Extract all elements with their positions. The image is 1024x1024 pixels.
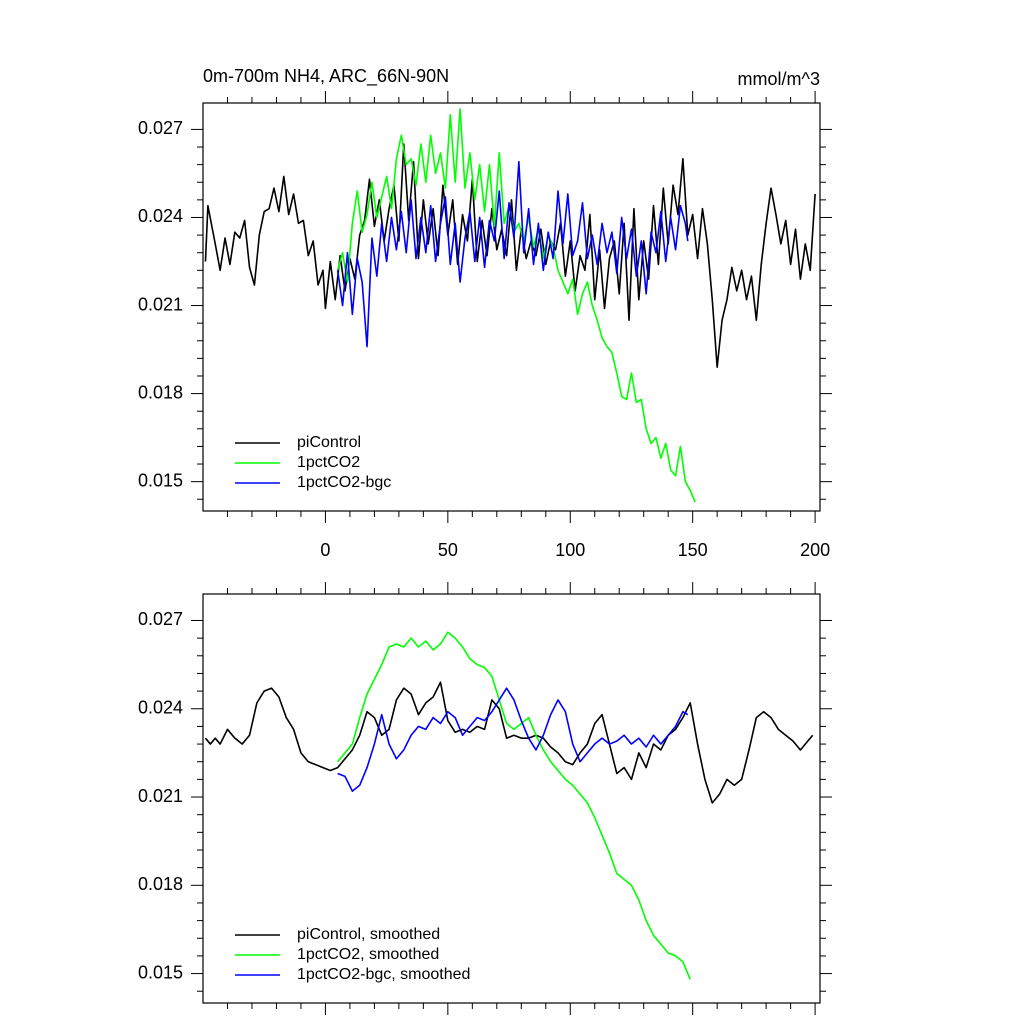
legend-label: 1pctCO2, smoothed	[297, 946, 439, 963]
chart-title: 0m-700m NH4, ARC_66N-90N	[203, 66, 449, 87]
y-tick-label: 0.018	[138, 382, 183, 402]
y-tick-label: 0.021	[138, 294, 183, 314]
series-line	[337, 687, 689, 792]
y-tick-label: 0.024	[138, 206, 183, 226]
y-tick-label: 0.015	[138, 470, 183, 490]
y-tick-label: 0.027	[138, 118, 183, 138]
y-tick-label: 0.021	[138, 786, 183, 806]
legend-label: piControl	[297, 434, 361, 451]
y-tick-label: 0.024	[138, 698, 183, 718]
plot-frame	[202, 102, 821, 512]
legend-label: 1pctCO2-bgc	[297, 474, 391, 491]
series-line	[337, 631, 691, 980]
series-line	[336, 108, 696, 503]
y-tick-label: 0.015	[138, 962, 183, 982]
series-line	[336, 160, 689, 348]
series-line	[204, 143, 816, 368]
legend-label: piControl, smoothed	[297, 926, 440, 943]
x-tick-label: 100	[555, 540, 585, 560]
y-tick-label: 0.018	[138, 874, 183, 894]
units-label: mmol/m^3	[738, 69, 820, 89]
x-tick-label: 150	[678, 540, 708, 560]
legend-label: 1pctCO2	[297, 454, 360, 471]
plot-frame	[202, 593, 821, 1004]
x-tick-label: 0	[320, 540, 330, 560]
legend-label: 1pctCO2-bgc, smoothed	[297, 966, 470, 983]
x-tick-label: 200	[800, 540, 830, 560]
series-line	[204, 681, 814, 804]
x-tick-label: 50	[438, 540, 458, 560]
y-tick-label: 0.027	[138, 609, 183, 629]
